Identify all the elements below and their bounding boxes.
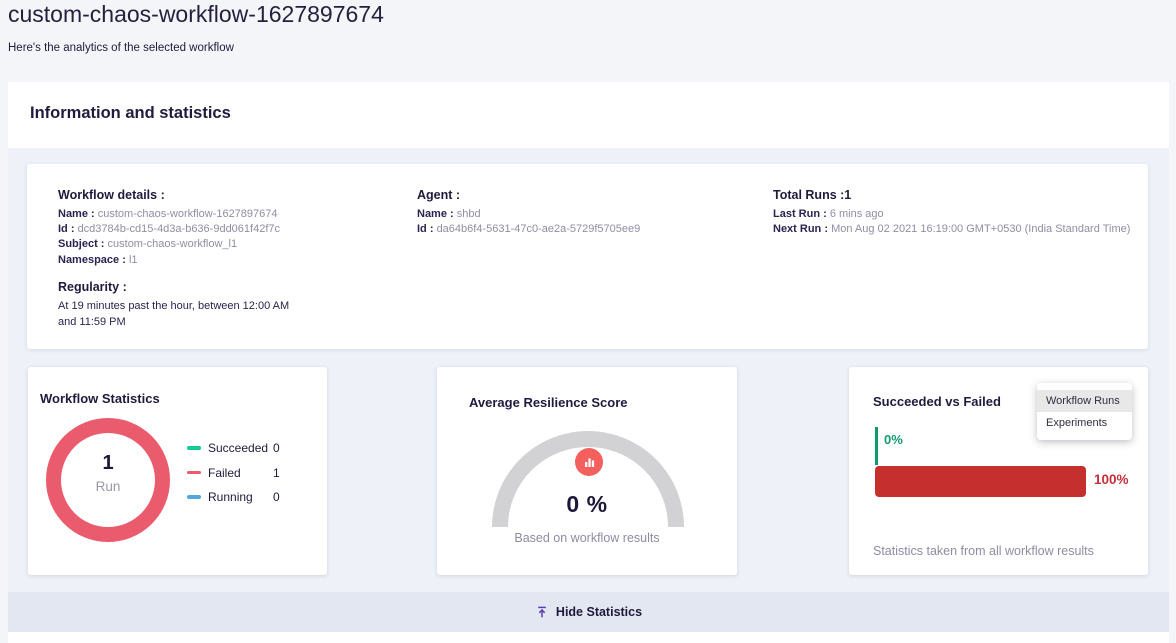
- agent-column: Agent : Name : shbd Id : da64b6f4-5631-4…: [417, 188, 640, 237]
- dropdown-item-workflow-runs[interactable]: Workflow Runs: [1037, 390, 1132, 412]
- hide-statistics-button[interactable]: Hide Statistics: [8, 592, 1169, 632]
- resilience-score-value: 0 %: [566, 491, 608, 517]
- agent-name-field: Name : shbd: [417, 208, 481, 220]
- succeeded-swatch: [187, 446, 201, 450]
- last-run-field: Last Run : 6 mins ago: [773, 208, 884, 220]
- legend-item-running: Running 0: [187, 490, 280, 504]
- running-swatch: [187, 495, 201, 499]
- workflow-name-field: Name : custom-chaos-workflow-1627897674: [58, 208, 278, 220]
- page-title: custom-chaos-workflow-1627897674: [8, 1, 384, 27]
- succeeded-vs-failed-title: Succeeded vs Failed: [873, 394, 1001, 409]
- next-run-field: Next Run : Mon Aug 02 2021 16:19:00 GMT+…: [773, 223, 1131, 236]
- donut-center-value: 1: [102, 452, 114, 474]
- section-heading: Information and statistics: [30, 104, 231, 122]
- bar-chart-icon: [575, 448, 603, 476]
- failed-percent-label: 100%: [1094, 472, 1129, 487]
- legend-item-failed: Failed 1: [187, 466, 280, 480]
- workflow-statistics-title: Workflow Statistics: [40, 391, 160, 406]
- resilience-caption: Based on workflow results: [514, 531, 660, 545]
- succeeded-bar: [875, 427, 878, 465]
- svf-caption: Statistics taken from all workflow resul…: [873, 544, 1094, 558]
- gauge-arc: [492, 431, 684, 528]
- resilience-title: Average Resilience Score: [469, 395, 628, 410]
- resilience-score-card: Average Resilience Score 0 % Based on wo…: [437, 367, 737, 575]
- legend-item-succeeded: Succeeded 0: [187, 441, 280, 455]
- workflow-details-heading: Workflow details :: [58, 188, 165, 202]
- donut-center-label: Run: [95, 479, 121, 494]
- dropdown-item-experiments[interactable]: Experiments: [1046, 417, 1108, 429]
- runs-donut-chart: 1 Run: [46, 418, 170, 542]
- runs-column: Total Runs :1 Last Run : 6 mins ago Next…: [773, 188, 1130, 237]
- succeeded-percent-label: 0%: [884, 432, 903, 447]
- workflow-statistics-card: Workflow Statistics 1 Run Succeeded 0 Fa…: [28, 367, 327, 575]
- results-filter-dropdown[interactable]: Workflow Runs Experiments: [1037, 383, 1132, 440]
- collapse-up-icon: [538, 606, 546, 618]
- succeeded-vs-failed-card: Succeeded vs Failed 0% 100% Statistics t…: [849, 367, 1148, 575]
- agent-heading: Agent :: [417, 188, 461, 202]
- regularity-block: Regularity : At 19 minutes past the hour…: [58, 280, 318, 330]
- workflow-namespace-field: Namespace : l1: [58, 253, 138, 266]
- workflow-id-field: Id : dcd3784b-cd15-4d3a-b636-9dd061f42f7…: [58, 223, 281, 236]
- regularity-heading: Regularity :: [58, 280, 127, 294]
- failed-swatch: [187, 470, 201, 475]
- donut-legend: Succeeded 0 Failed 1 Running 0: [187, 441, 280, 516]
- hide-statistics-label: Hide Statistics: [555, 605, 643, 619]
- workflow-details-column: Workflow details : Name : custom-chaos-w…: [58, 188, 280, 268]
- regularity-text: At 19 minutes past the hour, between 12:…: [58, 300, 290, 328]
- failed-bar: [875, 466, 1086, 497]
- agent-id-field: Id : da64b6f4-5631-47c0-ae2a-5729f5705ee…: [417, 223, 641, 236]
- total-runs-heading: Total Runs :1: [773, 188, 852, 202]
- workflow-details-card: Workflow details : Name : custom-chaos-w…: [27, 164, 1148, 349]
- workflow-subject-field: Subject : custom-chaos-workflow_l1: [58, 238, 238, 251]
- page-subtitle: Here's the analytics of the selected wor…: [8, 42, 234, 54]
